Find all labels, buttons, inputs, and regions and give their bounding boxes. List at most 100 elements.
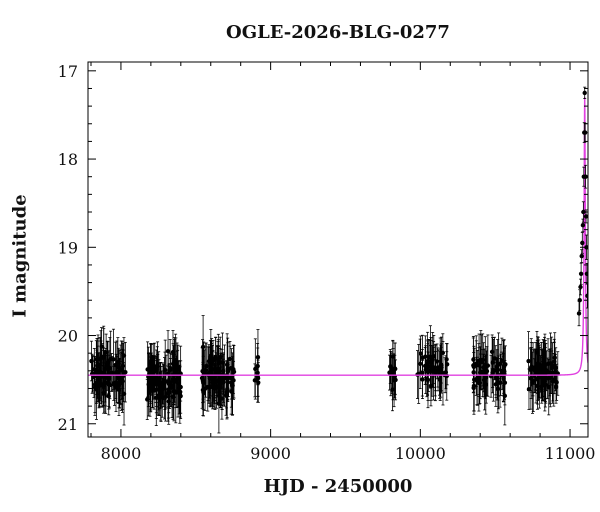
model-curve	[88, 97, 588, 376]
data-point	[582, 130, 588, 135]
y-tick-label: 20	[58, 327, 78, 346]
data-point	[437, 377, 442, 382]
data-point	[98, 370, 104, 375]
data-point	[501, 368, 506, 374]
data-point	[200, 368, 205, 374]
data-point	[214, 384, 220, 389]
data-point	[155, 382, 161, 387]
data-point	[166, 389, 171, 394]
data-point	[89, 358, 94, 364]
data-point	[428, 360, 434, 366]
data-layer	[88, 86, 588, 434]
data-point	[495, 367, 500, 373]
data-point	[201, 380, 206, 385]
data-point	[95, 374, 101, 380]
plot-frame	[87, 61, 589, 438]
data-point	[478, 369, 483, 375]
data-point	[443, 370, 449, 375]
data-point	[432, 368, 438, 374]
data-point	[253, 366, 258, 372]
data-point	[223, 376, 229, 381]
data-point	[542, 379, 548, 384]
data-point	[471, 363, 476, 368]
data-point	[163, 367, 168, 373]
data-point	[580, 223, 586, 228]
data-point	[230, 381, 235, 387]
data-point	[493, 375, 499, 380]
data-point	[532, 365, 537, 370]
data-point	[474, 378, 480, 384]
data-point	[224, 362, 230, 367]
data-point	[252, 378, 258, 383]
data-point	[425, 361, 430, 367]
data-point	[219, 377, 225, 382]
x-tick-label: 9000	[250, 444, 291, 463]
data-point	[503, 362, 508, 367]
data-point	[103, 380, 108, 386]
data-point	[147, 377, 152, 383]
data-point	[482, 377, 487, 382]
data-point	[165, 349, 171, 354]
data-point	[578, 284, 583, 290]
data-point	[546, 384, 551, 390]
y-tick-label: 21	[58, 415, 78, 434]
data-point	[225, 368, 230, 374]
data-point	[539, 363, 544, 369]
data-point	[428, 383, 434, 389]
data-point	[585, 293, 588, 299]
data-point	[584, 271, 588, 276]
x-tick-label: 8000	[101, 444, 142, 463]
data-point	[111, 381, 116, 386]
data-point	[480, 357, 485, 363]
data-point	[148, 381, 153, 387]
data-point	[174, 364, 180, 370]
data-point	[580, 240, 585, 246]
data-point	[581, 209, 586, 215]
data-point	[94, 380, 100, 385]
x-tick-label: 10000	[395, 444, 446, 463]
x-axis-label: HJD - 2450000	[263, 476, 413, 497]
data-point	[92, 367, 97, 372]
data-point	[535, 375, 541, 381]
data-point	[552, 359, 557, 364]
data-point	[489, 349, 495, 355]
data-point	[158, 391, 164, 397]
data-point	[526, 358, 531, 364]
data-point	[101, 383, 106, 389]
data-point	[418, 351, 423, 356]
x-tick-label: 11000	[545, 444, 596, 463]
data-point	[583, 214, 588, 219]
data-point	[118, 368, 124, 373]
data-point	[218, 354, 223, 360]
data-point	[439, 365, 444, 370]
data-point	[491, 368, 496, 373]
data-point	[151, 364, 156, 370]
data-point	[578, 271, 584, 276]
data-point	[175, 376, 180, 382]
data-point	[535, 383, 540, 389]
data-point	[390, 368, 396, 373]
data-point	[497, 361, 503, 366]
data-point	[210, 384, 215, 389]
y-tick-label: 17	[58, 62, 78, 81]
data-point	[231, 367, 236, 372]
data-point	[526, 387, 532, 392]
data-point	[577, 298, 582, 303]
data-point	[576, 311, 582, 316]
data-point	[103, 350, 109, 355]
data-point	[391, 378, 397, 383]
data-point	[145, 397, 150, 402]
data-point	[108, 356, 113, 362]
data-point	[200, 344, 206, 350]
data-point	[582, 90, 587, 96]
data-point	[420, 370, 425, 375]
data-point	[547, 375, 552, 380]
chart-title: OGLE-2026-BLG-0277	[226, 22, 450, 43]
data-point	[178, 384, 183, 390]
data-point	[114, 369, 120, 375]
data-point	[529, 365, 534, 370]
y-tick-label: 19	[58, 238, 78, 257]
data-point	[543, 367, 548, 372]
